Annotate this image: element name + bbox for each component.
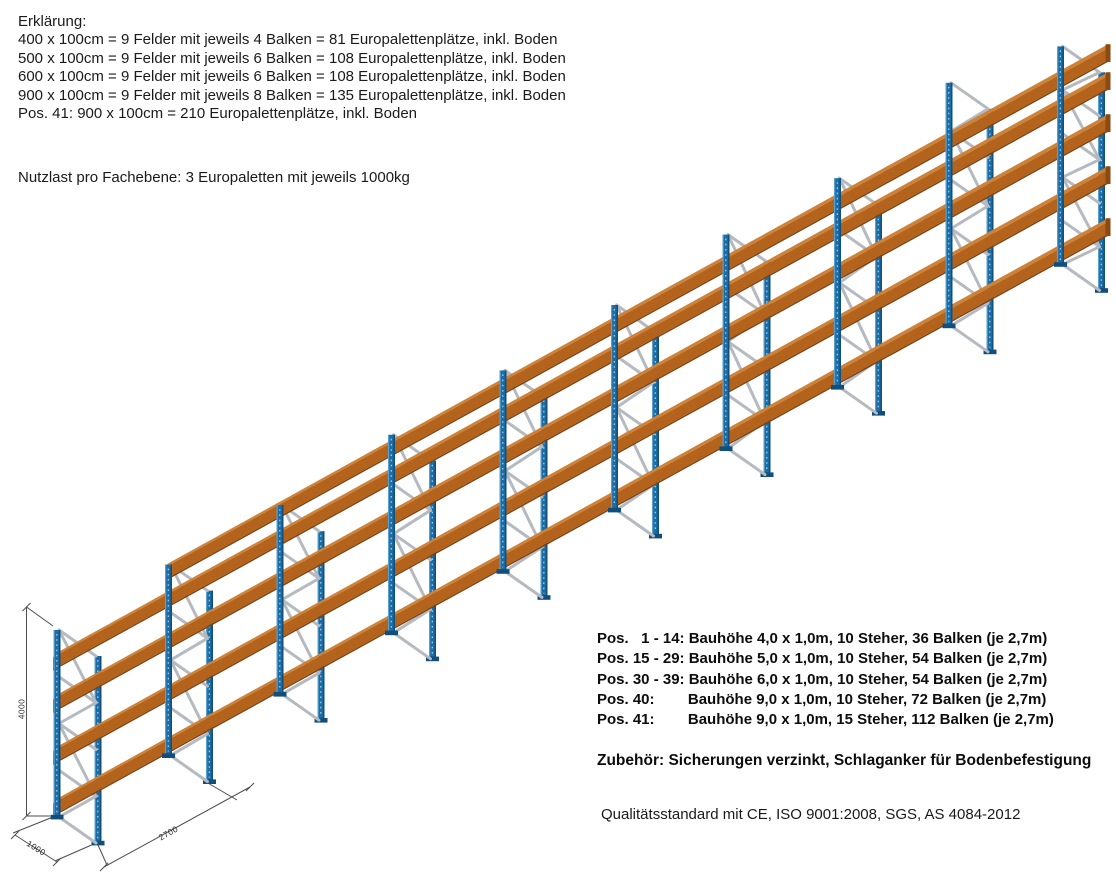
explanation-line-3: 600 x 100cm = 9 Felder mit jeweils 6 Bal… bbox=[18, 68, 566, 86]
explanation-line-2: 500 x 100cm = 9 Felder mit jeweils 6 Bal… bbox=[18, 49, 566, 67]
quality-note: Qualitätsstandard mit CE, ISO 9001:2008,… bbox=[601, 806, 1021, 823]
dim-label-height: 4000 bbox=[16, 698, 27, 720]
explanation-title: Erklärung: bbox=[18, 13, 87, 30]
position-line-4: Pos. 40: Bauhöhe 9,0 x 1,0m, 10 Steher, … bbox=[597, 690, 1047, 708]
explanation-line-1: 400 x 100cm = 9 Felder mit jeweils 4 Bal… bbox=[18, 31, 558, 49]
position-line-1: Pos. 1 - 14: Bauhöhe 4,0 x 1,0m, 10 Steh… bbox=[597, 630, 1048, 647]
explanation-line-4: 900 x 100cm = 9 Felder mit jeweils 8 Bal… bbox=[18, 86, 566, 104]
position-line-5: Pos. 41: Bauhöhe 9,0 x 1,0m, 15 Steher, … bbox=[597, 711, 1054, 729]
position-line-2: Pos. 15 - 29: Bauhöhe 5,0 x 1,0m, 10 Ste… bbox=[597, 650, 1048, 668]
explanation-line-5: Pos. 41: 900 x 100cm = 210 Europalettenp… bbox=[18, 105, 418, 123]
load-note: Nutzlast pro Fachebene: 3 Europaletten m… bbox=[18, 169, 410, 186]
position-line-3: Pos. 30 - 39: Bauhöhe 6,0 x 1,0m, 10 Ste… bbox=[597, 670, 1048, 688]
accessories-note: Zubehör: Sicherungen verzinkt, Schlagank… bbox=[597, 752, 1092, 769]
positions-block: Pos. 1 - 14: Bauhöhe 4,0 x 1,0m, 10 Steh… bbox=[597, 629, 1054, 730]
explanation-block: Erklärung: 400 x 100cm = 9 Felder mit je… bbox=[18, 13, 566, 123]
